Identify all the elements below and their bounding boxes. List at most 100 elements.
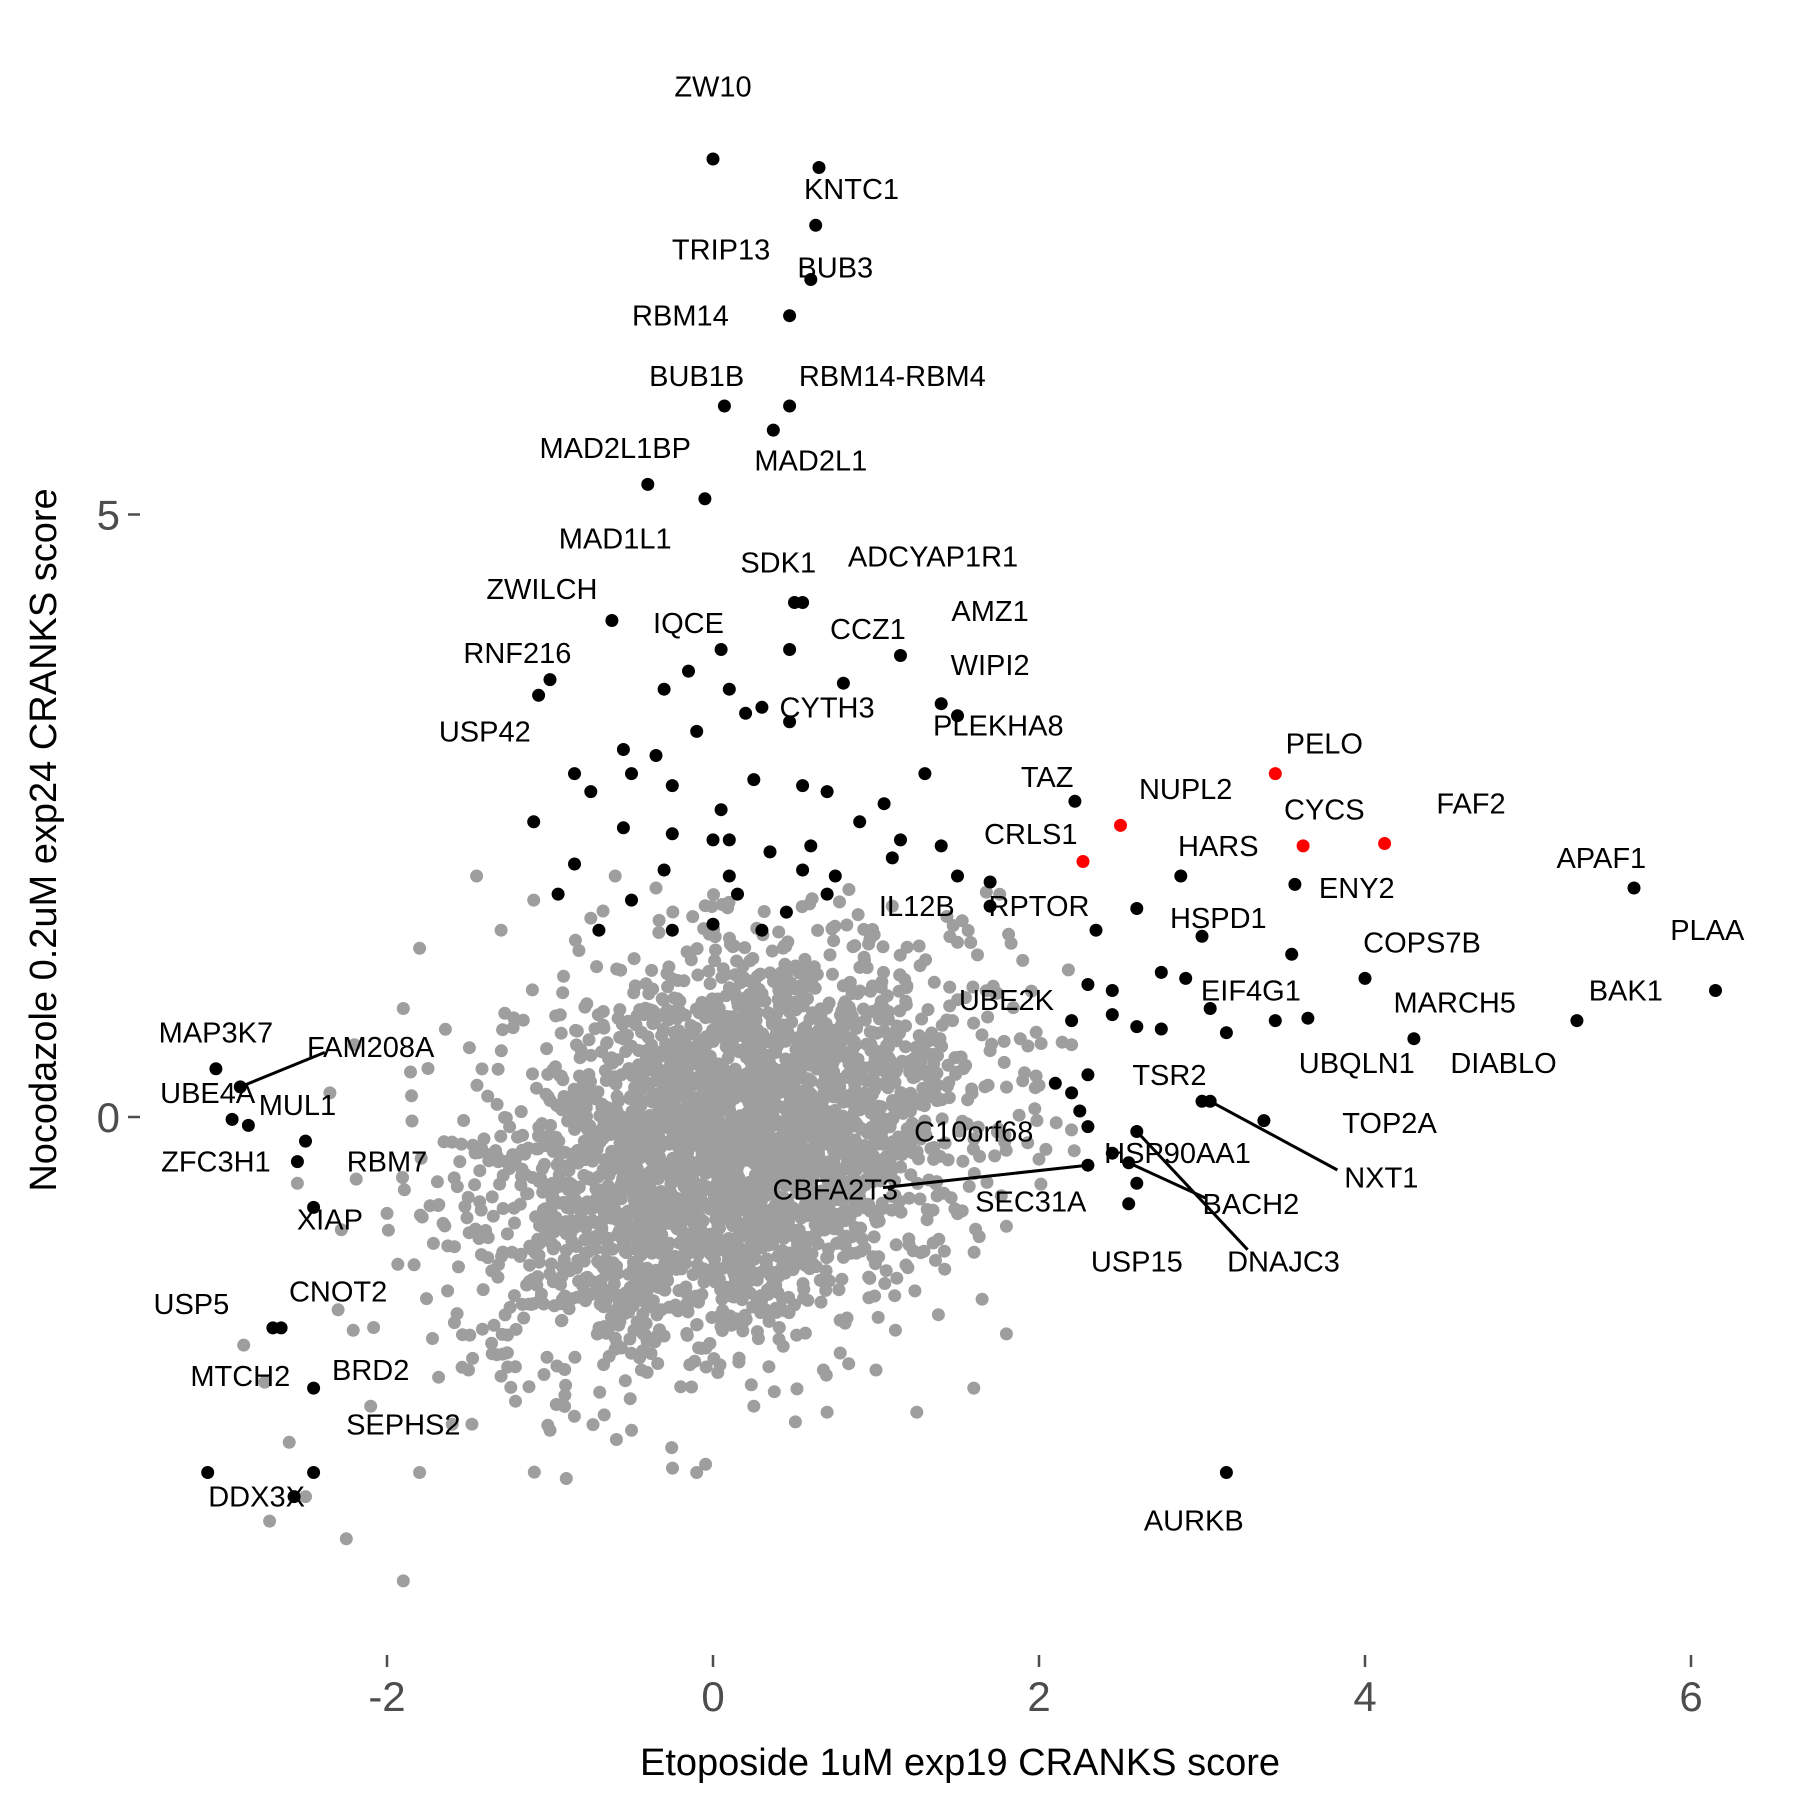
background-point — [673, 1005, 687, 1019]
background-point — [609, 1123, 623, 1137]
background-point — [788, 1298, 801, 1312]
background-point — [789, 1042, 803, 1056]
background-point — [490, 1097, 504, 1111]
background-point — [413, 941, 427, 955]
y-axis-title: Nocodazole 0.2uM exp24 CRANKS score — [23, 488, 65, 1191]
hit-point — [722, 833, 736, 847]
hit-point — [828, 869, 842, 883]
background-point — [334, 1223, 348, 1237]
label-bak1: BAK1 — [1589, 976, 1663, 1008]
background-point — [969, 1222, 983, 1236]
background-point — [747, 1129, 761, 1143]
background-point — [929, 1177, 943, 1191]
background-point — [943, 980, 957, 994]
background-point — [605, 1051, 618, 1065]
label-march5: MARCH5 — [1393, 988, 1515, 1020]
background-point — [554, 1026, 568, 1040]
background-point — [491, 1270, 505, 1284]
background-point — [639, 1263, 653, 1277]
background-point — [569, 1023, 583, 1037]
background-point — [453, 1155, 467, 1169]
hit-point — [625, 767, 638, 781]
background-point — [552, 1134, 566, 1148]
background-point — [803, 1130, 817, 1143]
background-point — [707, 1200, 721, 1214]
label-apaf1: APAF1 — [1556, 843, 1646, 875]
background-point — [725, 1218, 739, 1232]
background-point — [848, 1147, 862, 1161]
label-cycs: CYCS — [1284, 795, 1365, 827]
background-point — [776, 1339, 790, 1353]
background-point — [263, 1514, 277, 1528]
background-point — [940, 910, 954, 923]
background-point — [493, 1177, 507, 1191]
background-point — [426, 1236, 440, 1250]
background-point — [558, 1399, 572, 1413]
background-point — [830, 1186, 844, 1200]
background-point — [666, 1461, 679, 1475]
background-point — [570, 1290, 584, 1304]
background-point — [664, 1054, 678, 1068]
label-cbfa2t3: CBFA2T3 — [772, 1174, 898, 1206]
background-point — [879, 1264, 893, 1278]
background-point — [541, 1090, 555, 1104]
hit-point — [714, 803, 728, 817]
point-cyth3 — [783, 715, 797, 729]
point-brd2 — [307, 1381, 321, 1395]
label-iqce: IQCE — [653, 608, 724, 640]
background-point — [1032, 1152, 1046, 1166]
background-point — [951, 935, 964, 949]
background-point — [836, 979, 850, 993]
background-point — [436, 1216, 450, 1230]
background-point — [793, 1131, 807, 1145]
background-point — [892, 1026, 906, 1040]
background-point — [750, 1325, 764, 1339]
background-point — [656, 1107, 670, 1121]
background-point — [846, 1159, 860, 1173]
background-point — [707, 1252, 721, 1266]
label-cops7b: COPS7B — [1363, 927, 1481, 959]
background-point — [777, 1018, 791, 1032]
background-point — [611, 1159, 625, 1173]
hit-point — [820, 785, 834, 799]
background-point — [913, 1048, 927, 1062]
background-point — [572, 944, 586, 957]
label-bub1b: BUB1B — [649, 361, 744, 393]
background-point — [661, 1239, 675, 1253]
background-point — [527, 1465, 541, 1479]
label-nxt1: NXT1 — [1344, 1162, 1418, 1194]
background-point — [828, 1104, 842, 1117]
background-point — [1029, 1069, 1043, 1083]
point-xiap — [307, 1200, 321, 1214]
background-point — [779, 1257, 793, 1271]
x-tick-label: 0 — [701, 1673, 724, 1720]
point-top2a — [1257, 1114, 1271, 1128]
background-point — [689, 1178, 703, 1192]
background-point — [681, 1145, 695, 1159]
background-point — [565, 1234, 579, 1248]
label-hspd1: HSPD1 — [1170, 903, 1267, 935]
background-point — [448, 1240, 461, 1254]
background-point — [827, 934, 841, 948]
background-point — [967, 1381, 981, 1395]
background-point — [1034, 1177, 1048, 1191]
background-point — [556, 1073, 570, 1087]
label-plekha8: PLEKHA8 — [933, 710, 1064, 742]
background-point — [643, 1092, 657, 1106]
background-point — [413, 1466, 427, 1479]
label-mad1l1: MAD1L1 — [559, 524, 672, 556]
background-point — [778, 1074, 792, 1088]
background-point — [883, 1054, 897, 1068]
background-point — [674, 1380, 688, 1394]
background-point — [872, 1099, 885, 1113]
point-ddx3x — [287, 1490, 301, 1504]
background-point — [825, 1083, 839, 1097]
label-hsp90aa1: HSP90AA1 — [1104, 1138, 1251, 1170]
point-eif4g1 — [1203, 1002, 1217, 1015]
hit-point — [1105, 984, 1119, 997]
hit-point — [731, 887, 744, 901]
background-point — [801, 1234, 815, 1248]
background-point — [716, 962, 730, 976]
background-point — [766, 1061, 780, 1075]
background-point — [636, 1344, 650, 1358]
